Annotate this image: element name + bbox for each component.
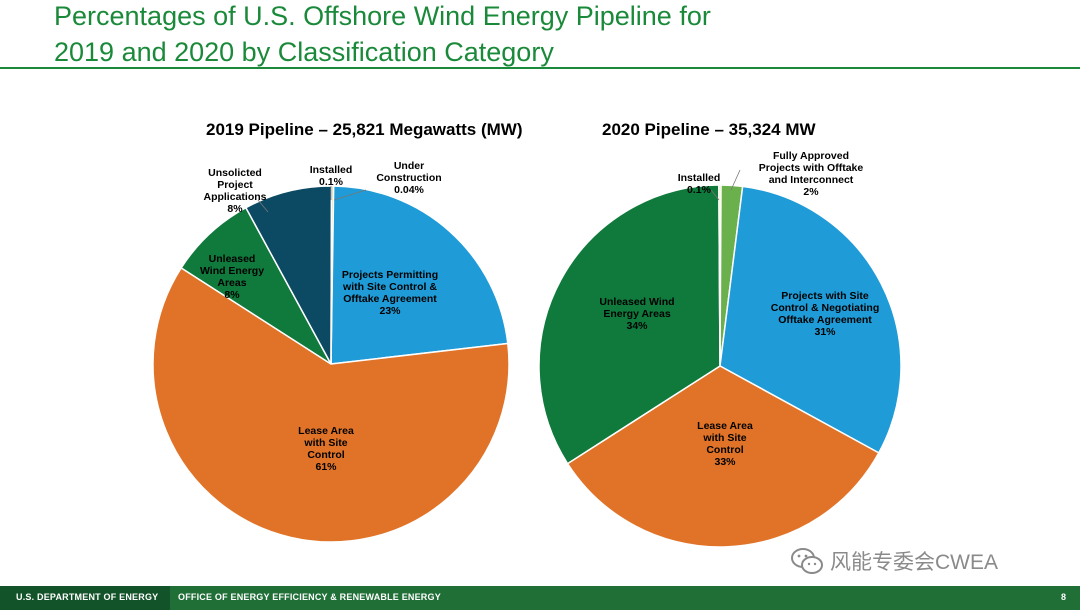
pie-slice [180, 206, 332, 365]
leader-line [730, 169, 741, 191]
pie-slice [718, 184, 722, 367]
slide-title-line-2: 2019 and 2020 by Classification Category [54, 37, 554, 67]
footer-org: U.S. DEPARTMENT OF ENERGY [16, 592, 159, 602]
footer-office: OFFICE OF ENERGY EFFICIENCY & RENEWABLE … [178, 592, 441, 602]
slice-label: Projects with Site Control & Negotiating O… [771, 290, 880, 338]
wechat-icon [791, 548, 823, 574]
pie-charts: 2019 Pipeline – 25,821 Megawatts (MW) Und… [152, 120, 902, 548]
slice-label: Unleased Wind Energy Areas 34% [599, 296, 674, 332]
pie-slice [538, 184, 721, 465]
slice-label: Projects Permitting with Site Control & Of… [342, 269, 438, 317]
footer-org-block [0, 586, 170, 610]
leader-line [710, 189, 720, 201]
chart-title: 2020 Pipeline – 35,324 MW [602, 120, 817, 139]
slice-label: Installed 0.1% [310, 164, 353, 188]
slide-title-line-1: Percentages of U.S. Offshore Wind Energy… [54, 1, 711, 31]
pie-slice [719, 185, 902, 454]
watermark-text: 风能专委会CWEA [830, 551, 998, 574]
pie-chart-1: 2019 Pipeline – 25,821 Megawatts (MW) Und… [152, 120, 523, 543]
pie-slice [244, 185, 333, 365]
pie-slice [152, 266, 510, 543]
slice-label: Unsolicted Project Applications 8% [203, 167, 266, 215]
slice-label: Lease Area with Site Control 33% [697, 420, 753, 468]
pie-slice [330, 185, 509, 365]
pie-slice [330, 185, 335, 365]
slice-label: Lease Area with Site Control 61% [298, 425, 354, 473]
slice-label: Fully Approved Projects with Offtake and I… [759, 150, 864, 198]
slide-title: Percentages of U.S. Offshore Wind Energy… [54, 0, 1054, 70]
pie-chart-2: 2020 Pipeline – 35,324 MW Fully Approved P… [538, 120, 902, 548]
leader-line [333, 189, 367, 201]
leader-line [257, 199, 269, 213]
title-divider [0, 67, 1080, 69]
page-number: 8 [1060, 592, 1066, 602]
slice-label: Unleased Wind Energy Areas 8% [200, 253, 264, 301]
chart-title: 2019 Pipeline – 25,821 Megawatts (MW) [206, 120, 523, 139]
slice-label: Installed 0.1% [678, 172, 721, 196]
footer-bar: U.S. DEPARTMENT OF ENERGY OFFICE OF ENER… [0, 586, 1080, 610]
watermark: 风能专委会CWEA [790, 546, 998, 576]
pie-slice [566, 365, 880, 548]
slice-label: Under Construction 0.04% [376, 160, 441, 196]
